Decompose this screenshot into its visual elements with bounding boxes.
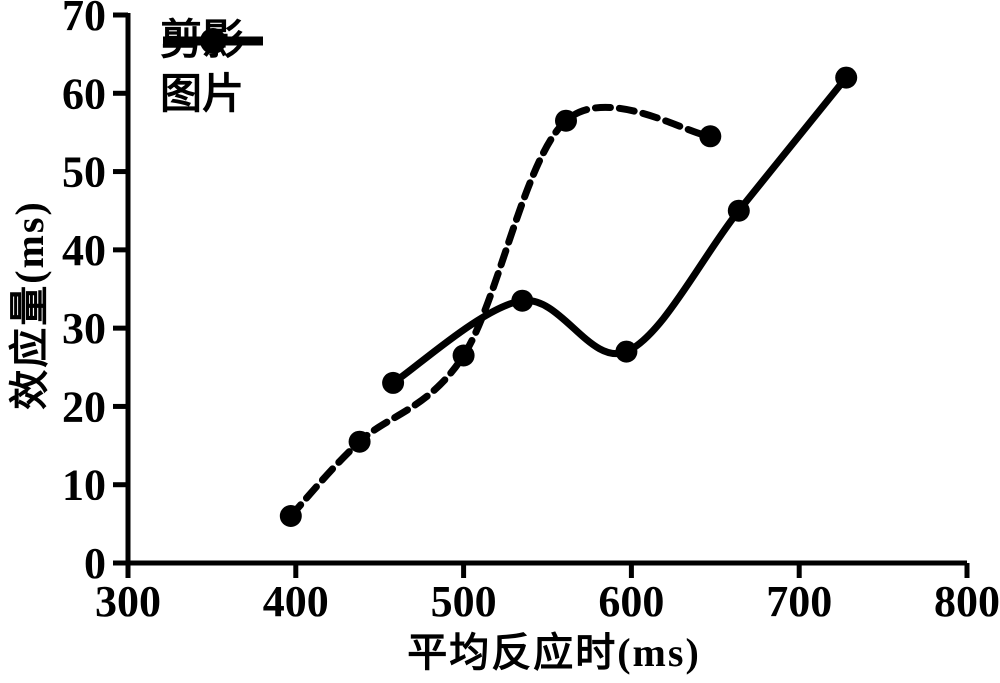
y-tick-label: 70 [62,0,106,40]
x-tick-label: 700 [766,577,832,626]
x-tick-label: 800 [934,577,1000,626]
series-line-0 [389,74,850,387]
y-tick-label: 30 [62,304,106,353]
data-point-marker-series-1 [555,109,577,132]
legend-entry-dashed: 图片 [160,28,263,122]
y-tick-label: 0 [84,539,106,588]
legend-label-picture: 图片 [160,72,245,118]
data-point-marker-series-0 [727,199,750,222]
y-tick-label: 20 [62,382,106,431]
axes [125,13,967,566]
data-point-marker-series-1 [699,125,722,148]
data-point-marker-series-0 [835,66,858,89]
y-tick-label: 60 [62,69,106,118]
x-tick-label: 300 [95,577,161,626]
x-tick-label: 600 [598,577,664,626]
data-point-marker-series-0 [511,289,534,312]
data-point-marker-series-1 [348,430,371,453]
x-axis-title: 平均反应时(ms) [407,630,701,675]
legend: 剪影 图片 [160,14,263,122]
y-tick-label: 40 [62,226,106,275]
data-point-marker-series-1 [279,505,302,527]
dashed-line-sample-icon [163,28,263,54]
y-tick-label: 10 [62,461,106,510]
data-point-marker-series-0 [615,340,638,363]
series-line-1 [287,103,714,520]
data-point-marker-series-1 [452,344,475,367]
x-tick-label: 500 [431,577,497,626]
x-tick-label: 400 [263,577,329,626]
y-tick-label: 50 [62,148,106,197]
y-axis-title: 效应量(ms) [7,200,52,410]
data-point-marker-series-0 [382,371,405,394]
